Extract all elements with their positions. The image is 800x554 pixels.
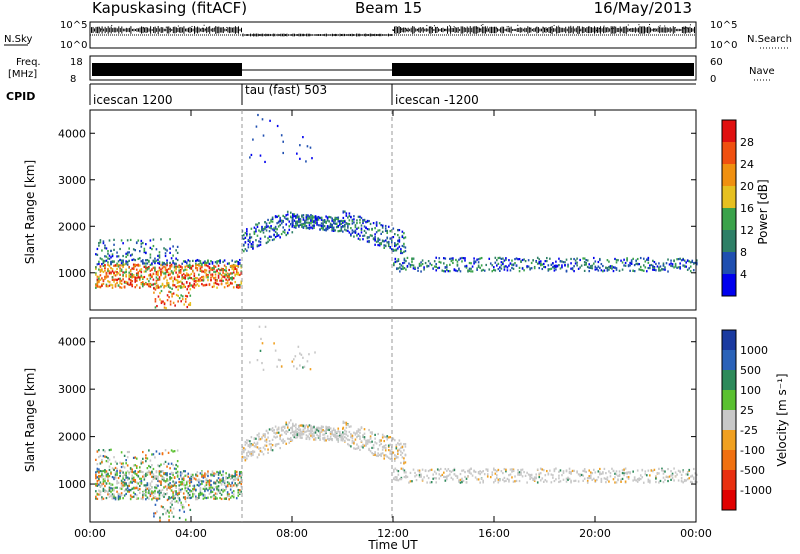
power-ytick-3000: 3000 bbox=[58, 174, 86, 187]
velocity-swatch-7 bbox=[722, 470, 736, 490]
velocity-swatch-8 bbox=[722, 490, 736, 510]
xtick-0: 00:00 bbox=[74, 527, 106, 540]
freq-label: Freq. bbox=[16, 57, 41, 68]
velocity-swatch-5 bbox=[722, 430, 736, 450]
velocity-colorbar-label: Velocity [m s⁻¹] bbox=[775, 373, 789, 466]
nave-tick-top: 60 bbox=[710, 57, 723, 68]
nsearch-label: N.Search bbox=[747, 34, 792, 45]
nsearch-tick-top: 10^5 bbox=[710, 20, 737, 31]
power-colorbar-label: Power [dB] bbox=[756, 179, 770, 244]
velocity-swatch-1 bbox=[722, 350, 736, 370]
velocity-cbar-tick-4: -25 bbox=[740, 424, 758, 437]
velocity-swatch-2 bbox=[722, 370, 736, 390]
power-ytick-1000: 1000 bbox=[58, 267, 86, 280]
velocity-cbar-tick-2: 100 bbox=[740, 384, 761, 397]
velocity-cbar-tick-5: -100 bbox=[740, 444, 765, 457]
nsearch-tick-bottom: 10^0 bbox=[710, 40, 737, 51]
freq-unit-label: [MHz] bbox=[8, 69, 37, 80]
power-swatch-6 bbox=[722, 142, 736, 164]
xtick-4: 16:00 bbox=[478, 527, 510, 540]
power-cbar-tick-0: 4 bbox=[740, 268, 747, 281]
freq-tick-bottom: 8 bbox=[70, 74, 76, 85]
power-cbar-tick-2: 12 bbox=[740, 224, 754, 237]
xtick-1: 04:00 bbox=[175, 527, 207, 540]
power-ytick-2000: 2000 bbox=[58, 220, 86, 233]
nave-tick-bottom: 0 bbox=[710, 74, 716, 85]
date-title: 16/May/2013 bbox=[594, 0, 692, 17]
velocity-colorbar: 1000 500 100 25 -25 -100 -500 -1000 bbox=[721, 329, 772, 511]
power-swatch-3 bbox=[722, 208, 736, 230]
cpid-segment-3: icescan -1200 bbox=[395, 93, 479, 107]
power-swatch-0 bbox=[722, 274, 736, 296]
velocity-swatch-6 bbox=[722, 450, 736, 470]
power-swatch-4 bbox=[722, 186, 736, 208]
power-colorbar: 4 8 12 16 20 24 28 bbox=[721, 119, 754, 297]
power-ytick-4000: 4000 bbox=[58, 127, 86, 140]
nsky-tick-bottom: 10^0 bbox=[60, 40, 87, 51]
freq-tick-top: 18 bbox=[70, 57, 83, 68]
velocity-cbar-tick-1: 500 bbox=[740, 364, 761, 377]
beam-title: Beam 15 bbox=[355, 0, 422, 17]
xtick-2: 08:00 bbox=[276, 527, 308, 540]
power-cbar-tick-5: 24 bbox=[740, 158, 754, 171]
velocity-ytick-1000: 1000 bbox=[58, 478, 86, 491]
power-swatch-1 bbox=[722, 252, 736, 274]
cpid-segment-1: icescan 1200 bbox=[93, 93, 172, 107]
nave-label: Nave bbox=[749, 66, 775, 77]
velocity-ytick-4000: 4000 bbox=[58, 336, 86, 349]
freq-strip: Freq. [MHz] 18 8 60 0 Nave bbox=[8, 55, 775, 85]
velocity-cbar-tick-0: 1000 bbox=[740, 344, 768, 357]
velocity-panel: 1000 2000 3000 4000 00:00 04:00 08:00 12:00 16:… bbox=[23, 110, 789, 552]
cpid-segment-2: tau (fast) 503 bbox=[245, 83, 327, 97]
velocity-swatch-4 bbox=[722, 410, 736, 430]
power-cbar-tick-1: 8 bbox=[740, 246, 747, 259]
velocity-heatmap-cells bbox=[95, 325, 698, 522]
station-title: Kapuskasing (fitACF) bbox=[92, 0, 247, 17]
xtick-6: 00:00 bbox=[680, 527, 712, 540]
power-cbar-tick-4: 20 bbox=[740, 180, 754, 193]
cpid-label: CPID bbox=[6, 90, 35, 103]
nsky-label: N.Sky bbox=[4, 34, 32, 45]
velocity-swatch-0 bbox=[722, 330, 736, 350]
power-swatch-7 bbox=[722, 120, 736, 142]
velocity-cbar-tick-3: 25 bbox=[740, 404, 754, 417]
velocity-ylabel: Slant Range [km] bbox=[23, 368, 37, 472]
power-swatch-5 bbox=[722, 164, 736, 186]
velocity-ytick-2000: 2000 bbox=[58, 431, 86, 444]
velocity-cbar-tick-7: -1000 bbox=[740, 484, 772, 497]
power-cbar-tick-3: 16 bbox=[740, 202, 754, 215]
velocity-ytick-3000: 3000 bbox=[58, 383, 86, 396]
nsky-tick-top: 10^5 bbox=[60, 20, 87, 31]
velocity-swatch-3 bbox=[722, 390, 736, 410]
xtick-3: 12:00 bbox=[377, 527, 409, 540]
nsky-strip: N.Sky 10^5 10^0 N.Search 10^5 10^0 bbox=[4, 20, 792, 51]
power-ylabel: Slant Range [km] bbox=[23, 160, 37, 264]
power-cbar-tick-6: 28 bbox=[740, 136, 754, 149]
power-panel: 1000 2000 3000 4000 Slant Range [km] 4 8 12 16… bbox=[23, 109, 770, 311]
power-swatch-2 bbox=[722, 230, 736, 252]
velocity-cbar-tick-6: -500 bbox=[740, 464, 765, 477]
cpid-strip: CPID icescan 1200 tau (fast) 503 icescan… bbox=[6, 83, 696, 107]
power-heatmap-cells bbox=[95, 113, 698, 310]
x-axis-label: Time UT bbox=[367, 538, 418, 552]
xtick-5: 20:00 bbox=[579, 527, 611, 540]
